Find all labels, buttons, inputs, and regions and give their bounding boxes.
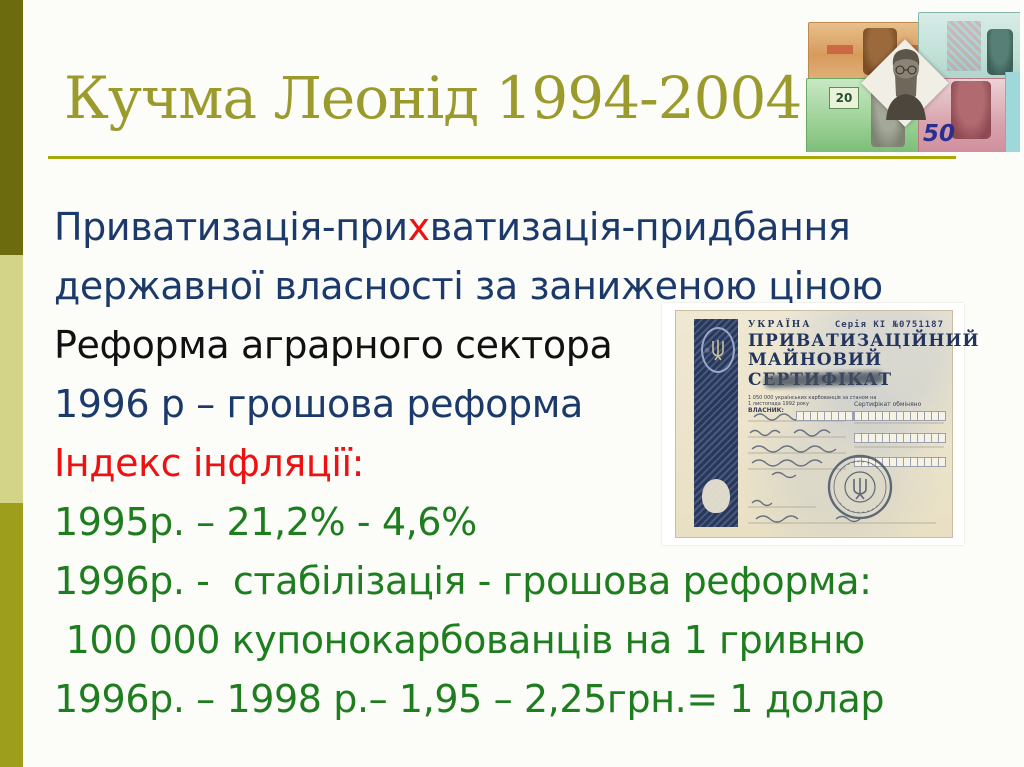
portrait-skovoroda [987, 29, 1013, 75]
certificate-round-stamp [827, 454, 893, 520]
certificate-paper: УКРАЇНА Серія КІ №0751187 ПРИВАТИЗАЦІЙНИ… [675, 310, 979, 538]
body-line-privatization: Приватизація-прихватизація-придбання [54, 198, 1014, 257]
line1-red-letter: х [407, 205, 430, 249]
slide-title: Кучма Леонід 1994-2004 рр. [64, 64, 909, 132]
body-line: 1996р. - стабілізація - грошова реформа: [54, 559, 872, 603]
banknote-50-hryvnia: 50 [918, 78, 1020, 152]
banknote-ornament [827, 45, 853, 54]
certificate-form-fields [748, 413, 944, 524]
body-line: 1996р. – 1998 р.– 1,95 – 2,25грн.= 1 дол… [54, 677, 885, 721]
banknote-edge-strip [1005, 72, 1020, 152]
body-line: державної власності за заниженою ціною [54, 264, 883, 308]
certificate-exchanged-label: Сертифікат обміняно [854, 401, 922, 408]
body-line: 100 000 купонокарбованців на 1 гривню [54, 618, 865, 662]
certificate-box-row [854, 411, 946, 421]
portrait-red [951, 81, 991, 139]
certificate-serial-number: Серія КІ №0751187 [834, 320, 944, 330]
certificate-box-row [854, 433, 946, 443]
line1-post: ватизація-придбання [429, 205, 851, 249]
sidebar-accent-middle [0, 255, 23, 503]
portrait-hrushevsky [886, 49, 926, 120]
certificate-small-print: 1 050 000 українських карбованців за ста… [748, 395, 877, 407]
certificate-owner-label: ВЛАСНИК: [748, 407, 784, 414]
certificate-box-row [796, 411, 854, 421]
sidebar-accent-bottom [0, 503, 23, 767]
body-line: 1996 р – грошова реформа [54, 382, 583, 426]
certificate-title-line1: ПРИВАТИЗАЦІЙНИЙ [748, 331, 980, 351]
line1-pre: Приватизація-при [54, 205, 408, 249]
slide-body-text: Приватизація-прихватизація-придбання дер… [54, 198, 1014, 729]
sidebar-accent-top [0, 0, 23, 255]
banknote-20-label: 20 [829, 87, 859, 109]
certificate-box-row [854, 457, 946, 467]
body-line: Індекс інфляції: [54, 441, 365, 485]
body-line: Реформа аграрного сектора [54, 323, 613, 367]
hryvnia-banknotes-image: 20 50 [806, 12, 1020, 152]
title-underline [48, 156, 956, 159]
banknote-ornament [947, 21, 981, 71]
trident-emblem [701, 327, 735, 373]
body-line: 1995р. – 21,2% - 4,6% [54, 500, 477, 544]
banknote-50-label: 50 [923, 121, 956, 147]
certificate-guilloche-band [694, 319, 738, 527]
certificate-country: УКРАЇНА [748, 320, 812, 330]
privatization-certificate-image: УКРАЇНА Серія КІ №0751187 ПРИВАТИЗАЦІЙНИ… [662, 303, 979, 545]
certificate-watermark-blob [702, 479, 730, 513]
